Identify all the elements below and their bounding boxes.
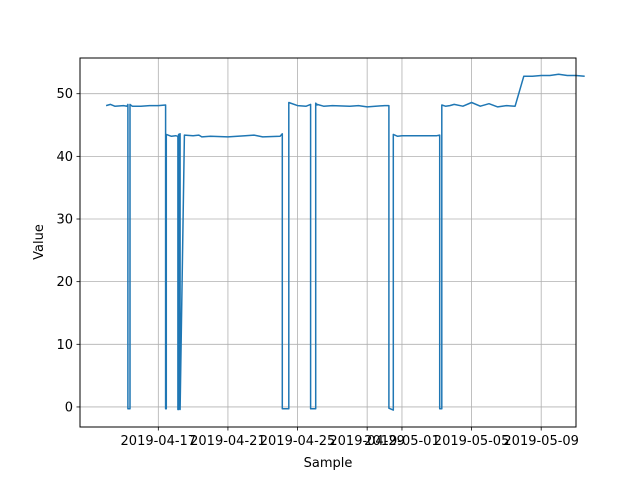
series-layer <box>105 73 585 411</box>
series-line <box>105 73 585 411</box>
y-tick-label: 50 <box>56 87 73 102</box>
plot-frame <box>79 57 577 428</box>
y-axis-ticks: 0 10 20 30 40 50 <box>56 87 80 415</box>
x-tick-label: 2019-04-29 <box>329 434 405 449</box>
x-tick-label: 2019-05-05 <box>434 434 510 449</box>
y-tick-label: 0 <box>65 400 73 415</box>
y-tick-label: 40 <box>56 150 73 165</box>
y-tick-label: 30 <box>56 213 73 228</box>
grid <box>80 58 576 427</box>
y-axis-label: Value <box>32 224 47 260</box>
x-axis-label: Sample <box>304 456 353 471</box>
x-tick-label: 2019-04-21 <box>190 434 266 449</box>
x-tick-label: 2019-04-25 <box>260 434 336 449</box>
x-axis-ticks: 2019-04-172019-04-212019-04-252019-04-29… <box>121 427 579 449</box>
x-tick-label: 2019-05-01 <box>364 434 440 449</box>
x-tick-label: 2019-04-17 <box>121 434 197 449</box>
y-tick-label: 20 <box>56 275 73 290</box>
x-tick-label: 2019-05-09 <box>503 434 579 449</box>
y-tick-label: 10 <box>56 338 73 353</box>
